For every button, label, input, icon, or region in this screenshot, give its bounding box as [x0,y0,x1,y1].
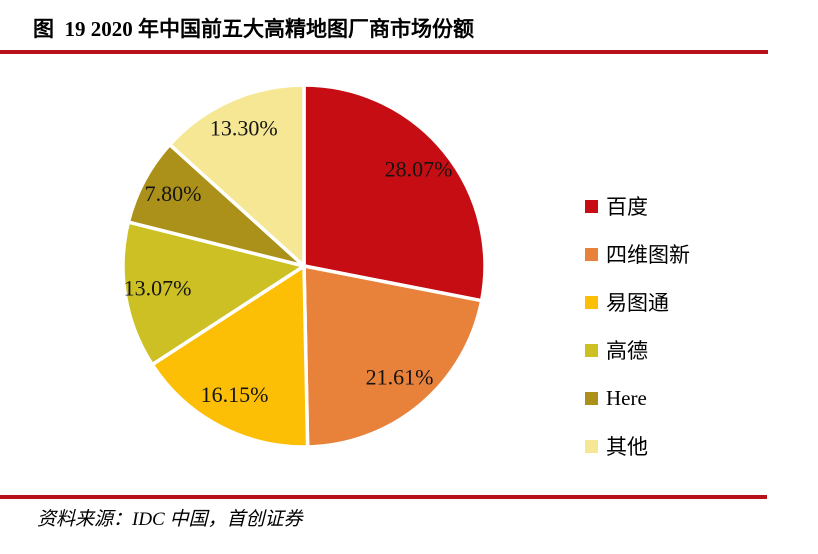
legend-label: 四维图新 [606,243,690,267]
legend-label: 高德 [606,339,648,363]
pie-slice-0 [302,83,487,303]
legend-marker-icon [585,439,598,453]
legend-item-1: 四维图新 [585,230,690,278]
legend-label: Here [606,385,647,410]
pie-slice-label-5: 13.30% [210,115,278,140]
title-underline-rule [0,50,768,54]
legend-marker-icon [585,199,598,213]
pie-slice-label-4: 7.80% [145,181,202,206]
pie-slice-2 [149,262,310,449]
legend-item-5: 其他 [585,422,690,470]
legend-item-0: 百度 [585,182,690,230]
pie-slice-label-1: 21.61% [366,365,434,390]
figure-title: 图 19 2020 年中国前五大高精地图厂商市场份额 [33,17,474,41]
footer-rule [0,495,767,499]
legend-label: 百度 [606,195,648,219]
pie-slice-label-2: 16.15% [201,382,269,407]
legend-item-2: 易图通 [585,278,690,326]
legend-item-3: 高德 [585,326,690,374]
legend-label: 易图通 [606,291,669,315]
pie-slice-3 [121,219,309,368]
legend-marker-icon [585,391,598,405]
pie-chart: 28.07% 21.61% 16.15% 13.07% 7.80% 13.30% [121,83,487,449]
pie-slice-5 [167,83,306,270]
pie-slice-label-3: 13.07% [124,276,192,301]
legend-marker-icon [585,343,598,357]
pie-chart-area: 28.07% 21.61% 16.15% 13.07% 7.80% 13.30% 百度四维… [0,58,818,488]
chart-legend: 百度四维图新易图通高德 Here 其他 [585,182,690,470]
pie-slice-1 [302,263,484,449]
legend-marker-icon [585,295,598,309]
legend-item-4: Here [585,374,690,422]
legend-label: 其他 [606,435,648,459]
legend-marker-icon [585,247,598,261]
pie-slice-label-0: 28.07% [385,157,453,182]
source-note: 资料来源：IDC 中国，首创证券 [37,509,303,530]
